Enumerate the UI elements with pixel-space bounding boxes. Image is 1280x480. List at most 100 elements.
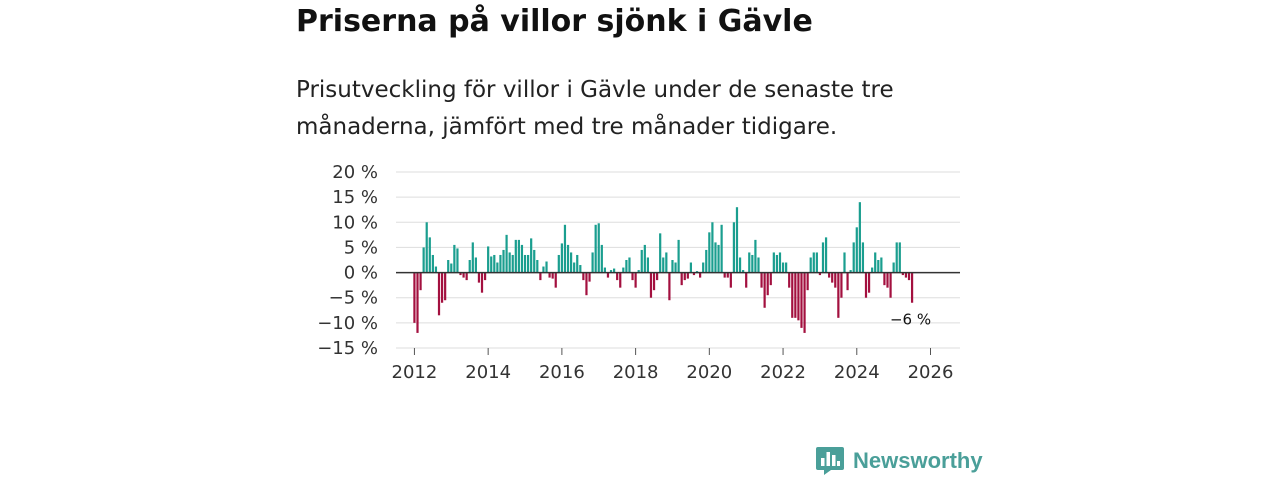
x-tick-label: 2022	[760, 362, 806, 383]
bar	[434, 266, 438, 273]
bar	[560, 243, 563, 273]
bar	[530, 238, 533, 273]
x-tick-label: 2020	[686, 362, 732, 383]
bar	[723, 272, 726, 278]
bar	[468, 260, 471, 273]
bar	[606, 272, 610, 278]
x-tick-label: 2014	[465, 362, 511, 383]
bar	[628, 257, 631, 273]
bar	[569, 252, 573, 273]
y-tick-label: −15 %	[317, 338, 378, 359]
bar	[910, 272, 914, 303]
bar	[652, 272, 656, 291]
bar	[459, 272, 462, 276]
bar	[871, 267, 874, 273]
y-axis: 20 % 15 % 10 % 5 % 0 % −5 % −10 % −15 %	[317, 162, 378, 359]
bar	[692, 272, 696, 276]
bar	[864, 272, 868, 298]
bar	[480, 272, 484, 293]
bar	[751, 254, 754, 273]
bar	[828, 272, 831, 278]
bar	[748, 252, 751, 273]
bar	[883, 272, 886, 286]
bar	[772, 252, 775, 273]
bar	[474, 257, 477, 273]
brand-logo[interactable]: Newsworthy	[815, 446, 983, 476]
bar	[619, 272, 622, 288]
bar	[453, 244, 456, 273]
bar	[425, 222, 428, 273]
bar	[763, 272, 766, 308]
bar	[576, 254, 579, 273]
annotations: −6 %	[890, 311, 931, 329]
y-tick-label: 15 %	[332, 187, 378, 208]
bar	[815, 252, 818, 273]
bar	[732, 222, 736, 273]
bar	[742, 270, 745, 273]
bar	[754, 239, 757, 273]
bar	[566, 244, 570, 273]
bar	[686, 272, 689, 279]
bar	[413, 272, 416, 323]
bar	[877, 260, 880, 273]
bar	[788, 272, 791, 288]
bar	[760, 272, 763, 288]
bar	[778, 252, 782, 273]
x-tick-label: 2016	[539, 362, 585, 383]
bar	[717, 244, 720, 273]
bar	[861, 242, 865, 273]
bar	[600, 244, 603, 273]
bar	[843, 252, 846, 273]
bar	[625, 260, 628, 273]
bar	[511, 254, 514, 273]
x-tick-label: 2018	[613, 362, 659, 383]
bar	[416, 272, 419, 333]
bar	[889, 272, 892, 298]
x-tick-label: 2024	[834, 362, 880, 383]
y-tick-label: −5 %	[329, 288, 378, 309]
bar	[526, 254, 530, 273]
y-tick-label: 5 %	[344, 237, 378, 258]
bar	[689, 262, 693, 273]
bar	[616, 272, 619, 281]
bar	[818, 272, 822, 276]
bar	[714, 242, 717, 273]
bar	[797, 272, 800, 321]
bar	[609, 270, 613, 273]
bar	[471, 242, 474, 273]
bar	[634, 272, 637, 288]
bar	[769, 272, 772, 286]
bars	[413, 202, 914, 333]
bar	[677, 239, 680, 273]
bar	[523, 254, 527, 273]
bar	[622, 267, 625, 273]
bar	[824, 237, 828, 273]
bar	[542, 266, 545, 273]
bar	[671, 260, 674, 273]
newsworthy-logo-icon	[816, 447, 844, 475]
bar	[508, 252, 511, 273]
bar	[886, 272, 889, 288]
bar	[496, 262, 499, 273]
y-tick-label: 20 %	[332, 162, 378, 183]
bar	[821, 242, 825, 273]
bar	[726, 272, 729, 278]
bar	[588, 272, 591, 282]
bar	[545, 261, 548, 273]
brand-name: Newsworthy	[853, 448, 983, 473]
last-value-label: −6 %	[890, 311, 931, 329]
bar	[447, 260, 450, 273]
bar	[806, 272, 809, 291]
y-tick-label: 0 %	[344, 263, 378, 284]
chart-subtitle: Prisutveckling för villor i Gävle under …	[296, 77, 894, 140]
bar	[735, 207, 739, 273]
x-axis: 2012 2014 2016 2018 2020 2022 2024 2026	[392, 348, 953, 383]
bar	[548, 272, 551, 278]
bar	[855, 227, 858, 273]
bar	[812, 252, 815, 273]
bar	[729, 272, 732, 288]
bar	[462, 272, 465, 278]
bar	[603, 267, 606, 273]
bar	[901, 272, 904, 276]
bar	[791, 272, 794, 318]
